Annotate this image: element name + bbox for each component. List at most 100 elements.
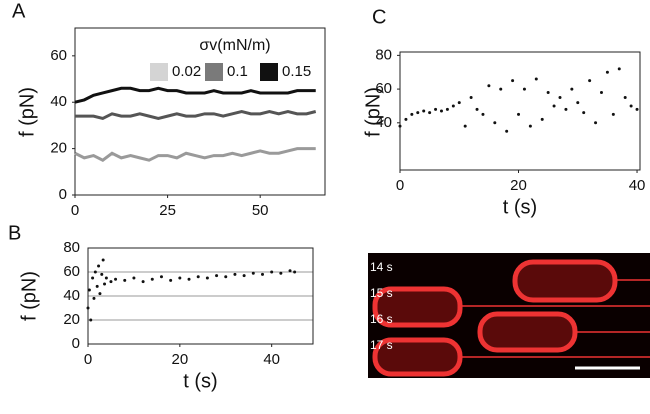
data-point <box>91 276 95 280</box>
data-point <box>132 276 136 280</box>
data-point <box>410 112 414 116</box>
data-point <box>100 272 104 276</box>
data-point <box>187 277 191 281</box>
data-point <box>428 111 432 115</box>
data-point <box>552 104 556 108</box>
data-point <box>242 274 246 278</box>
data-point <box>451 104 455 108</box>
data-point <box>463 124 467 128</box>
data-point <box>623 96 627 100</box>
x-tick-label: 0 <box>396 177 404 194</box>
frame-time-label: 14 s <box>370 260 393 274</box>
y-tick-label: 40 <box>375 114 392 131</box>
y-tick-label: 0 <box>72 335 80 352</box>
data-point <box>522 87 526 91</box>
data-point <box>534 77 538 81</box>
data-point <box>570 87 574 91</box>
data-point <box>582 111 586 115</box>
data-point <box>205 276 209 280</box>
data-point <box>150 277 154 281</box>
data-point <box>481 112 485 116</box>
legend-label: 0.15 <box>282 63 311 80</box>
data-point <box>279 271 283 275</box>
data-point <box>528 124 532 128</box>
data-point <box>92 296 96 300</box>
x-tick-label: 25 <box>159 202 176 219</box>
data-point <box>89 318 93 322</box>
x-tick-label: 0 <box>71 202 79 219</box>
data-point <box>159 275 163 279</box>
data-point <box>617 67 621 71</box>
data-point <box>416 111 420 115</box>
data-point <box>93 270 97 274</box>
data-point <box>588 79 592 83</box>
data-point <box>104 276 108 280</box>
legend-swatch <box>150 63 168 81</box>
data-point <box>196 275 200 279</box>
micrograph <box>368 253 650 378</box>
data-point <box>109 280 113 284</box>
data-point <box>469 96 473 100</box>
data-point <box>605 70 609 74</box>
data-point <box>169 278 173 282</box>
data-point <box>517 112 521 116</box>
legend-swatch <box>260 63 278 81</box>
x-tick-label: 50 <box>252 202 269 219</box>
data-point <box>434 107 438 111</box>
data-point <box>260 272 264 276</box>
data-point <box>141 280 145 284</box>
y-tick-label: 20 <box>63 311 80 328</box>
data-point <box>215 274 219 278</box>
legend-swatch <box>205 63 223 81</box>
panel-label: B <box>8 222 21 244</box>
data-point <box>123 278 127 282</box>
data-point <box>398 124 402 128</box>
legend-label: 0.1 <box>227 63 248 80</box>
data-point <box>599 90 603 94</box>
data-line <box>74 86 316 104</box>
data-point <box>499 87 503 91</box>
data-point <box>101 258 105 262</box>
data-point <box>422 109 426 113</box>
data-point <box>224 275 228 279</box>
x-tick-label: 0 <box>84 351 92 368</box>
y-tick-label: 40 <box>50 93 67 110</box>
data-line <box>74 147 316 162</box>
data-point <box>178 276 182 280</box>
plot-frame <box>399 51 641 171</box>
data-point <box>457 101 461 105</box>
data-point <box>293 270 297 274</box>
data-point <box>445 107 449 111</box>
legend-title: σv(mN/m) <box>199 37 270 54</box>
data-point <box>505 129 509 133</box>
data-point <box>288 269 292 273</box>
data-point <box>103 282 107 286</box>
panel-label: A <box>12 0 26 22</box>
data-point <box>475 107 479 111</box>
x-tick-label: 40 <box>263 351 280 368</box>
y-axis-label: f (pN) <box>362 87 384 137</box>
y-tick-label: 60 <box>63 263 80 280</box>
data-point <box>576 101 580 105</box>
data-point <box>95 284 99 288</box>
legend-label: 0.02 <box>172 63 201 80</box>
data-point <box>97 264 101 268</box>
data-point <box>114 277 118 281</box>
data-point <box>564 107 568 111</box>
x-tick-label: 40 <box>629 177 646 194</box>
data-point <box>611 112 615 116</box>
x-axis-label: t (s) <box>503 196 537 218</box>
data-line <box>75 109 317 121</box>
data-point <box>98 292 102 296</box>
data-point <box>487 84 491 88</box>
data-point <box>540 117 544 121</box>
y-tick-label: 60 <box>50 47 67 64</box>
data-point <box>629 104 633 108</box>
data-point <box>558 96 562 100</box>
frame-time-label: 17 s <box>370 338 393 352</box>
x-tick-label: 20 <box>510 177 527 194</box>
y-axis-label: f (pN) <box>18 271 40 321</box>
frame-time-label: 16 s <box>370 312 393 326</box>
y-tick-label: 80 <box>63 239 80 256</box>
